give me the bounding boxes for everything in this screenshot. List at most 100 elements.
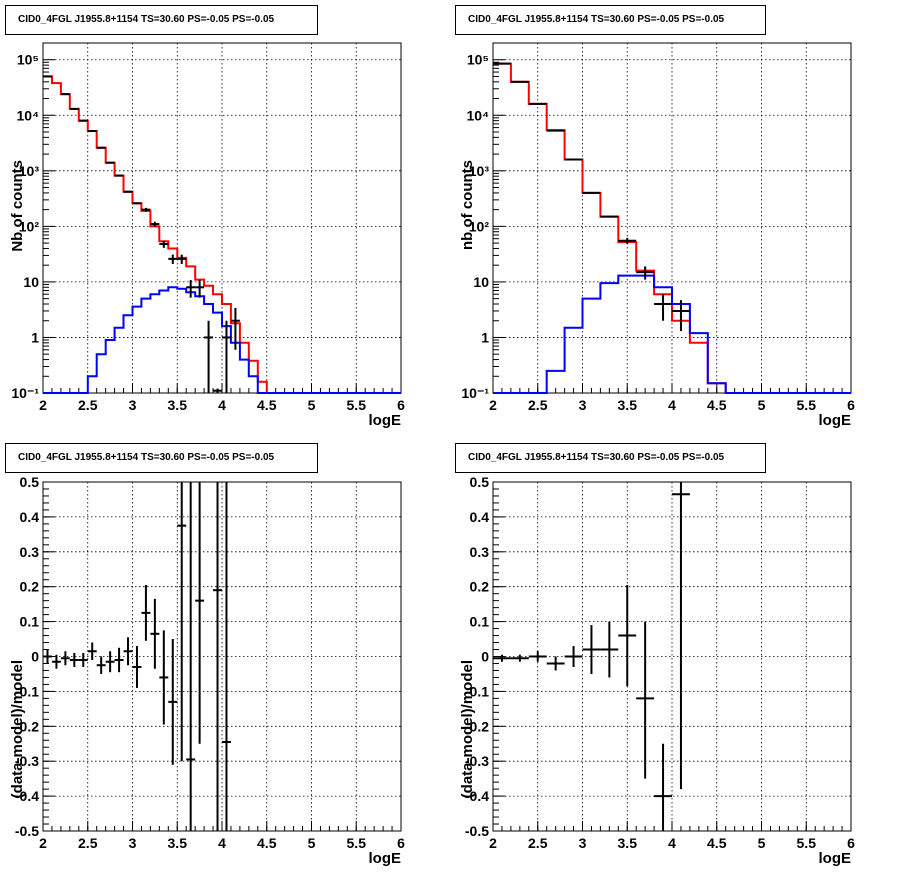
data-point (222, 320, 231, 393)
x-axis-label: logE (369, 412, 402, 429)
y-tick-label: 10⁻¹ (461, 385, 489, 401)
x-tick-label: 5 (308, 397, 316, 413)
chart-title: CID0_4FGL J1955.8+1154 TS=30.60 PS=-0.05… (468, 452, 725, 463)
y-axis-label: (data-model)/model (459, 660, 476, 798)
x-tick-label: 6 (847, 397, 855, 413)
data-point (213, 482, 222, 831)
data-point (672, 300, 690, 332)
title-box (5, 443, 318, 473)
data-point (230, 307, 240, 350)
x-tick-label: 2.5 (78, 835, 98, 851)
data-point (186, 280, 196, 298)
x-tick-label: 2.5 (528, 835, 548, 851)
data-point (600, 621, 619, 678)
x-axis-label: logE (819, 850, 852, 867)
y-tick-label: 10 (473, 274, 489, 290)
data-point (51, 654, 61, 669)
data-point (618, 584, 637, 687)
y-tick-label: 0.2 (470, 579, 490, 595)
model-source-histogram (493, 274, 851, 394)
x-tick-label: 5.5 (347, 835, 367, 851)
y-tick-label: 10⁻¹ (11, 385, 39, 401)
x-tick-label: 2.5 (528, 397, 548, 413)
x-tick-label: 2 (489, 397, 497, 413)
x-tick-label: 4.5 (707, 397, 727, 413)
data-point (60, 651, 70, 666)
x-tick-label: 5 (758, 397, 766, 413)
y-tick-label: 10² (469, 218, 490, 234)
x-tick-label: 4 (218, 397, 226, 413)
data-point (204, 320, 214, 393)
x-tick-label: 2.5 (78, 397, 98, 413)
data-point (123, 637, 133, 666)
x-tick-label: 4 (218, 835, 226, 851)
y-axis-label: nb of counts (459, 160, 476, 250)
y-tick-label: -0.3 (15, 753, 39, 769)
x-tick-label: 4.5 (257, 397, 277, 413)
x-tick-label: 5.5 (797, 397, 817, 413)
y-tick-label: -0.5 (15, 823, 39, 839)
data-point (159, 240, 169, 248)
x-tick-label: 5 (308, 835, 316, 851)
y-tick-label: 10² (19, 218, 40, 234)
x-tick-label: 5.5 (347, 397, 367, 413)
y-tick-label: 0.5 (470, 474, 490, 490)
y-tick-label: 0.2 (20, 579, 40, 595)
data-point (213, 388, 222, 393)
model-source-histogram (43, 286, 401, 394)
data-point (177, 482, 187, 762)
data-point (654, 743, 672, 831)
chart-title: CID0_4FGL J1955.8+1154 TS=30.60 PS=-0.05… (18, 452, 275, 463)
data-point (222, 482, 231, 831)
x-tick-label: 5 (758, 835, 766, 851)
chart-panel-2: CID0_4FGL J1955.8+1154 TS=30.60 PS=-0.05… (455, 5, 855, 429)
y-tick-label: -0.3 (465, 753, 489, 769)
data-point (105, 651, 115, 673)
y-tick-label: 1 (481, 329, 489, 345)
title-box (455, 443, 766, 473)
y-tick-label: -0.4 (15, 788, 39, 804)
x-tick-label: 4.5 (707, 835, 727, 851)
y-tick-label: -0.4 (465, 788, 489, 804)
data-point (195, 482, 205, 744)
y-tick-label: 0 (31, 649, 39, 665)
data-point (96, 656, 106, 674)
y-tick-label: 0.4 (20, 509, 40, 525)
x-tick-label: 2 (489, 835, 497, 851)
title-box (455, 5, 766, 35)
x-tick-label: 3.5 (618, 835, 638, 851)
data-point (132, 646, 142, 688)
y-tick-label: 10 (23, 274, 39, 290)
data-point (168, 639, 178, 765)
data-point (618, 237, 637, 245)
chart-title: CID0_4FGL J1955.8+1154 TS=30.60 PS=-0.05… (18, 14, 275, 25)
chart-title: CID0_4FGL J1955.8+1154 TS=30.60 PS=-0.05… (468, 14, 725, 25)
y-axis-label: Nb of counts (9, 160, 26, 252)
x-tick-label: 3 (579, 397, 587, 413)
x-tick-label: 3 (129, 835, 137, 851)
data-point (564, 646, 583, 667)
data-point (672, 482, 690, 790)
data-point (636, 621, 655, 779)
x-axis-label: logE (369, 850, 402, 867)
y-tick-label: -0.5 (465, 823, 489, 839)
y-tick-label: 0.5 (20, 474, 40, 490)
data-point (141, 207, 151, 212)
data-point (78, 653, 88, 667)
x-tick-label: 3.5 (168, 835, 188, 851)
x-tick-label: 3.5 (168, 397, 188, 413)
data-point (159, 630, 169, 725)
data-point (528, 651, 547, 662)
data-point (168, 254, 178, 265)
y-tick-label: 10⁴ (17, 107, 40, 123)
y-tick-label: 0.3 (470, 544, 490, 560)
y-tick-label: -0.2 (465, 718, 489, 734)
x-tick-label: 2 (39, 397, 47, 413)
x-tick-label: 6 (397, 835, 405, 851)
y-tick-label: 10³ (469, 163, 490, 179)
x-tick-label: 2 (39, 835, 47, 851)
y-axis-label: (data-model)/model (9, 660, 26, 798)
y-tick-label: 10⁴ (467, 107, 490, 123)
y-tick-label: 0.4 (470, 509, 490, 525)
y-tick-label: 10³ (19, 163, 40, 179)
